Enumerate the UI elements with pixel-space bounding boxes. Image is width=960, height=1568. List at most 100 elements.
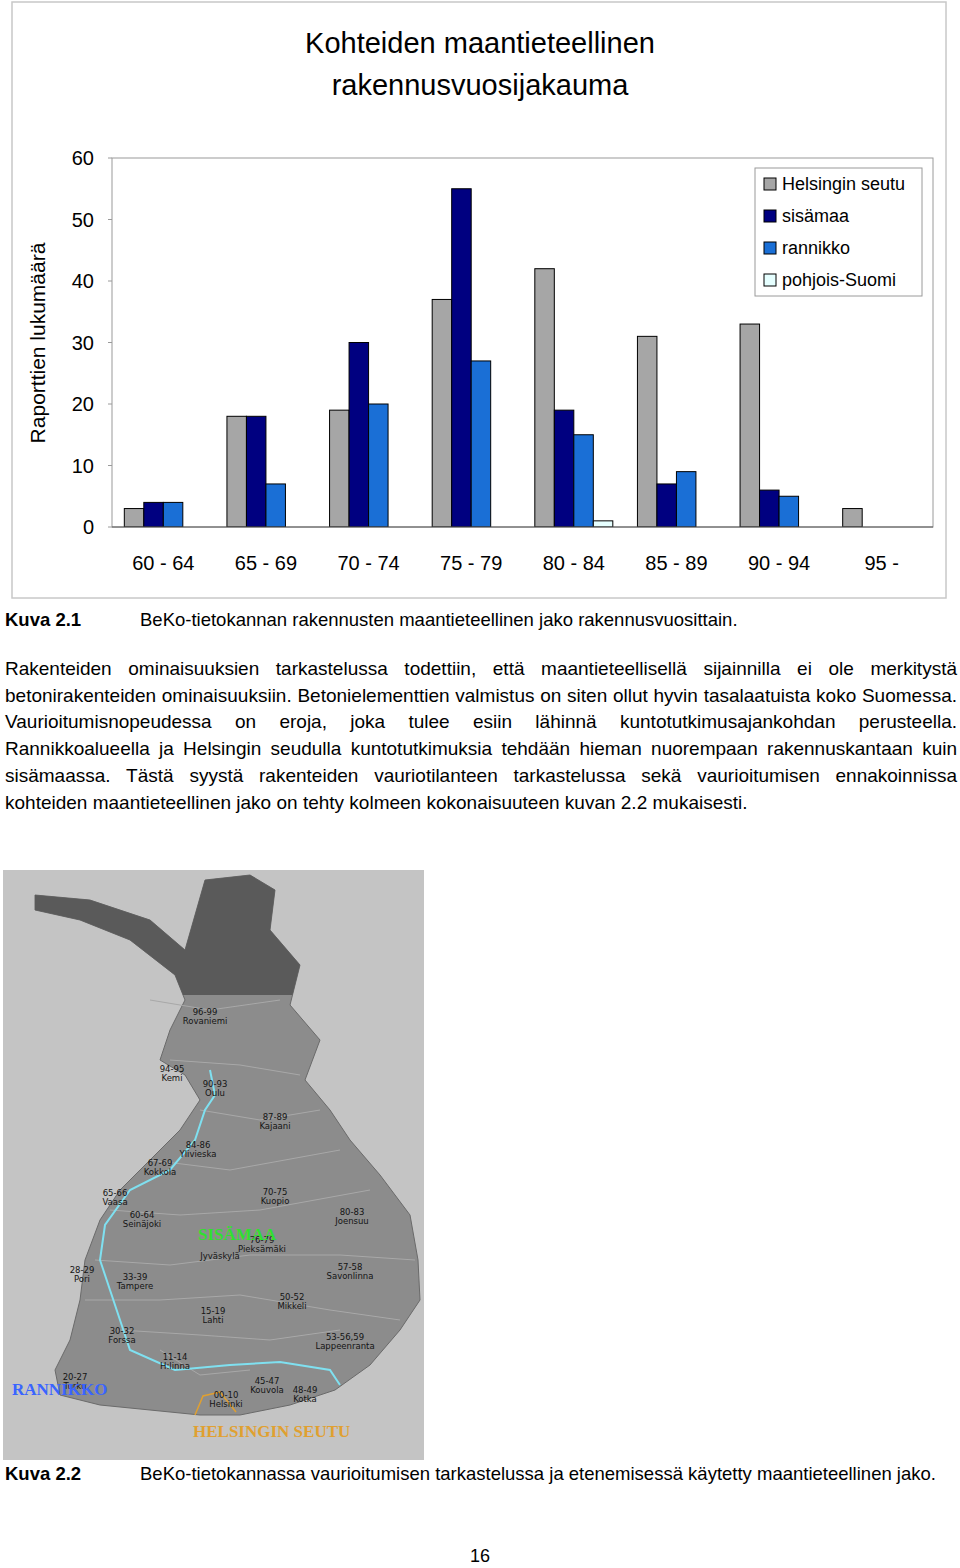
- region-border: [200, 1110, 320, 1120]
- coast-boundary: [100, 1070, 340, 1385]
- bar: [657, 484, 676, 527]
- bar: [124, 509, 143, 527]
- bar: [266, 484, 285, 527]
- bar: [843, 509, 862, 527]
- map-city: Pieksämäki: [238, 1244, 286, 1254]
- bar: [163, 502, 182, 527]
- bar: [246, 416, 265, 527]
- caption-text: BeKo-tietokannan rakennusten maantieteel…: [140, 609, 738, 630]
- map-city: Oulu: [205, 1088, 225, 1098]
- map-city: Kotka: [293, 1394, 317, 1404]
- region-label: SISÄMAA: [198, 1225, 277, 1244]
- bar: [676, 472, 695, 527]
- region-border: [170, 1060, 300, 1075]
- x-tick-label: 60 - 64: [132, 552, 194, 574]
- x-tick-label: 65 - 69: [235, 552, 297, 574]
- y-tick-label: 0: [83, 516, 94, 538]
- chart-title: Kohteiden maantieteellinen rakennusvuosi…: [230, 22, 730, 106]
- caption-text: BeKo-tietokannassa vaurioitumisen tarkas…: [140, 1463, 936, 1484]
- tick-mark: [108, 404, 112, 405]
- legend-swatch: [764, 242, 776, 254]
- x-tick-label: 75 - 79: [440, 552, 502, 574]
- bar: [432, 299, 451, 527]
- y-tick-label: 50: [72, 209, 94, 231]
- y-tick-label: 60: [72, 147, 94, 169]
- legend-swatch: [764, 178, 776, 190]
- y-tick-label: 10: [72, 455, 94, 477]
- map-city: Kajaani: [259, 1121, 290, 1131]
- map-city: Ylivieska: [179, 1149, 217, 1159]
- legend-label: sisämaa: [782, 206, 850, 226]
- bar: [452, 189, 471, 527]
- map-city: Kokkola: [144, 1167, 177, 1177]
- bar: [760, 490, 779, 527]
- map-background: [3, 870, 424, 1460]
- map-city: Savonlinna: [327, 1271, 374, 1281]
- region-border: [95, 1255, 415, 1265]
- bar: [740, 324, 759, 527]
- legend-label: rannikko: [782, 238, 850, 258]
- map-city: Seinäjoki: [123, 1219, 161, 1229]
- map-city: Lahti: [202, 1315, 223, 1325]
- finland-south: [35, 875, 420, 1415]
- bar: [144, 502, 163, 527]
- map-city: Vaasa: [102, 1197, 127, 1207]
- bar: [593, 521, 612, 527]
- map-city: Tampere: [116, 1281, 153, 1291]
- legend-label: pohjois-Suomi: [782, 270, 896, 290]
- bar: [369, 404, 388, 527]
- bar: [227, 416, 246, 527]
- map-city: Lappeenranta: [315, 1341, 374, 1351]
- tick-mark: [108, 342, 112, 343]
- map-city: Pori: [74, 1274, 90, 1284]
- bar: [535, 269, 554, 527]
- map-city: Mikkeli: [277, 1301, 306, 1311]
- bar: [349, 343, 368, 528]
- legend-swatch: [764, 274, 776, 286]
- legend-swatch: [764, 210, 776, 222]
- map-city: Rovaniemi: [183, 1016, 228, 1026]
- x-tick-label: 80 - 84: [543, 552, 605, 574]
- figure-caption: Kuva 2.2BeKo-tietokannassa vaurioitumise…: [5, 1461, 957, 1487]
- x-tick-label: 85 - 89: [645, 552, 707, 574]
- plot-area: [112, 158, 933, 527]
- paragraph: Rakenteiden ominaisuuksien tarkastelussa…: [5, 656, 957, 816]
- figure-label: Kuva 2.1: [5, 607, 140, 633]
- y-tick-label: 30: [72, 332, 94, 354]
- x-tick-label: 70 - 74: [337, 552, 399, 574]
- map: 96-99Rovaniemi94-95Kemi90-93Oulu87-89Kaj…: [3, 870, 424, 1460]
- region-border: [85, 1295, 400, 1320]
- finland-north: [35, 875, 420, 995]
- y-tick-label: 40: [72, 270, 94, 292]
- tick-mark: [108, 281, 112, 282]
- y-axis-label: Raporttien lukumäärä: [26, 242, 49, 443]
- bars: [124, 189, 862, 527]
- map-city: Kemi: [161, 1073, 182, 1083]
- map-city: Kouvola: [250, 1385, 284, 1395]
- tick-mark: [108, 219, 112, 220]
- x-tick-label: 90 - 94: [748, 552, 810, 574]
- bar: [471, 361, 490, 527]
- bar: [554, 410, 573, 527]
- map-city: Jyväskylä: [199, 1251, 239, 1261]
- tick-mark: [108, 465, 112, 466]
- map-city: Helsinki: [209, 1399, 242, 1409]
- tick-mark: [108, 527, 112, 528]
- bar: [574, 435, 593, 527]
- bar: [330, 410, 349, 527]
- map-city: Forssa: [108, 1335, 135, 1345]
- map-city: H:linna: [160, 1361, 190, 1371]
- bar: [779, 496, 798, 527]
- map-city: Joensuu: [334, 1216, 369, 1226]
- bar: [637, 336, 656, 527]
- region-label: HELSINGIN SEUTU: [193, 1422, 350, 1441]
- legend-box: [755, 168, 922, 296]
- region-label: RANNIKKO: [12, 1380, 107, 1399]
- legend-label: Helsingin seutu: [782, 174, 905, 194]
- map-city: Kuopio: [261, 1196, 290, 1206]
- page-number: 16: [460, 1546, 500, 1567]
- x-axis-line: [112, 527, 933, 528]
- chart-frame: [12, 2, 946, 598]
- tick-mark: [108, 158, 112, 159]
- region-border: [160, 1350, 250, 1375]
